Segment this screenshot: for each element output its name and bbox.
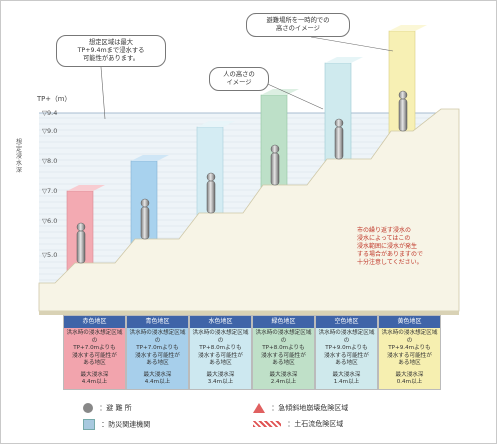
facility-icon [83, 419, 95, 430]
ground-base [39, 311, 459, 315]
zone-red: 赤色地区 洪水時の浸水想定区域の TP+7.0mよりも 浸水する可能性が ある地… [63, 315, 126, 390]
axis-title: TP+（m） [37, 95, 72, 103]
zone-depth: 最大浸水深 4.4m以上 [143, 371, 172, 385]
zone-name: 水色地区 [190, 316, 251, 328]
zone-note: 洪水時の浸水想定区域の TP+7.0mよりも 浸水する可能性が ある地区 [66, 330, 123, 367]
zone-note: 洪水時の浸水想定区域の TP+7.0mよりも 浸水する可能性が ある地区 [129, 330, 186, 367]
zone-lightblue: 水色地区 洪水時の浸水想定区域の TP+8.0mよりも 浸水する可能性が ある地… [189, 315, 252, 390]
zone-depth: 最大浸水深 3.4m以上 [206, 371, 235, 385]
hatched-line-icon [253, 421, 281, 427]
callout-person-height: 人の高さの イメージ [209, 67, 269, 91]
zone-name: 赤色地区 [64, 316, 125, 328]
zone-depth: 最大浸水深 1.4m以上 [332, 371, 361, 385]
shelter-icon [83, 403, 93, 413]
tick-label: ▽9.4 [42, 109, 58, 117]
legend-steep-slope: ：急傾斜地崩壊危険区域 [253, 403, 348, 413]
callout-max-height: 想定区域は最大 TP+9.4mまで浸水する 可能性があります。 [56, 35, 166, 67]
legend-steep-slope-label: ：急傾斜地崩壊危険区域 [271, 404, 349, 412]
zone-note: 洪水時の浸水想定区域の TP+9.0mよりも 浸水する可能性が ある地区 [318, 330, 375, 367]
tick-label: ▽9.0 [42, 127, 58, 135]
tick-label: ▽7.0 [42, 187, 58, 195]
tick-label: ▽5.0 [42, 251, 58, 259]
zone-name: 空色地区 [316, 316, 377, 328]
side-label: 想定浸水深 [15, 139, 22, 174]
zone-note: 洪水時の浸水想定区域の TP+9.4mよりも 浸水する可能性が ある地区 [381, 330, 438, 367]
legend-facility-label: ：防災関連機関 [101, 420, 151, 429]
zone-blue: 青色地区 洪水時の浸水想定区域の TP+7.0mよりも 浸水する可能性が ある地… [126, 315, 189, 390]
legend-shelter-label: ：避 難 所 [99, 404, 132, 412]
triangle-icon [253, 403, 265, 413]
legend-debris-flow-label: ：土石流危険区域 [287, 420, 344, 428]
legend-facility: ：防災関連機関 [83, 419, 150, 430]
zone-yellow: 黄色地区 洪水時の浸水想定区域の TP+9.4mよりも 浸水する可能性が ある地… [378, 315, 441, 390]
zone-sky: 空色地区 洪水時の浸水想定区域の TP+9.0mよりも 浸水する可能性が ある地… [315, 315, 378, 390]
zone-name: 黄色地区 [379, 316, 440, 328]
zone-depth: 最大浸水深 0.4m以上 [395, 371, 424, 385]
legend-shelter: ：避 難 所 [83, 403, 132, 413]
tick-label: ▽8.0 [42, 157, 58, 165]
terrain [38, 108, 460, 312]
tick-label: ▽6.0 [42, 217, 58, 225]
zone-green: 緑色地区 洪水時の浸水想定区域の TP+8.0mよりも 浸水する可能性が ある地… [252, 315, 315, 390]
zone-note: 洪水時の浸水想定区域の TP+8.0mよりも 浸水する可能性が ある地区 [192, 330, 249, 367]
zone-note: 洪水時の浸水想定区域の TP+8.0mよりも 浸水する可能性が ある地区 [255, 330, 312, 367]
zone-depth: 最大浸水深 4.4m以上 [80, 371, 109, 385]
warning-note: 市の繰り返す浸水の 浸水によってはこの 浸水範囲に浸水が発生 する場合があります… [357, 227, 424, 266]
callout-colored-posts: 避難場所を一時的での 高さのイメージ [246, 13, 350, 37]
zone-name: 緑色地区 [253, 316, 314, 328]
person-figures [76, 90, 408, 264]
zone-name: 青色地区 [127, 316, 188, 328]
legend-debris-flow: ：土石流危険区域 [253, 419, 343, 429]
zone-depth: 最大浸水深 2.4m以上 [269, 371, 298, 385]
